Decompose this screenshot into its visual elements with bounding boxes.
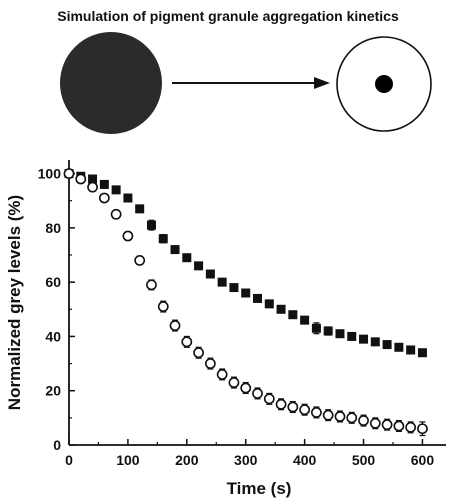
x-tick-label: 300 bbox=[234, 452, 258, 468]
data-point-circle bbox=[193, 347, 204, 359]
data-point-square bbox=[182, 253, 192, 263]
data-point-circle bbox=[358, 415, 369, 426]
data-point-circle bbox=[228, 377, 240, 388]
data-point-square bbox=[88, 174, 98, 184]
x-tick-label: 200 bbox=[175, 452, 199, 468]
data-point-square bbox=[146, 220, 156, 230]
data-point-circle bbox=[346, 412, 358, 424]
data-point-square bbox=[382, 340, 392, 350]
data-point-circle bbox=[98, 192, 110, 204]
data-point-square bbox=[335, 329, 345, 339]
y-tick-label: 60 bbox=[45, 274, 61, 290]
x-tick-label: 500 bbox=[352, 452, 376, 468]
data-point-circle bbox=[216, 369, 228, 380]
y-tick-label: 80 bbox=[45, 220, 61, 236]
data-point-circle bbox=[63, 168, 75, 179]
chart: 0 100 200 300 400 500 600 0 20 40 60 80 100 Time (s)… bbox=[5, 160, 446, 498]
data-point-square bbox=[170, 245, 180, 255]
data-point-square bbox=[323, 326, 333, 336]
x-tick-label: 600 bbox=[411, 452, 435, 468]
data-point-square bbox=[406, 345, 416, 355]
data-point-square bbox=[111, 185, 121, 195]
illustration bbox=[60, 32, 432, 134]
figure-title: Simulation of pigment granule aggregatio… bbox=[57, 8, 399, 24]
data-point-circle bbox=[393, 420, 405, 432]
chart-series bbox=[63, 168, 428, 437]
data-point-square bbox=[394, 342, 404, 352]
data-point-circle bbox=[275, 398, 287, 410]
data-point-circle bbox=[181, 336, 193, 348]
data-point-circle bbox=[311, 407, 322, 418]
data-point-square bbox=[264, 299, 274, 309]
data-point-square bbox=[241, 288, 251, 298]
y-axis-label: Normalized grey levels (%) bbox=[5, 195, 24, 410]
data-point-square bbox=[253, 293, 262, 303]
data-point-circle bbox=[252, 388, 263, 399]
data-point-square bbox=[359, 334, 369, 344]
data-point-circle bbox=[87, 181, 98, 193]
data-point-square bbox=[417, 348, 427, 358]
data-point-circle bbox=[263, 393, 275, 405]
data-point-square bbox=[276, 304, 286, 314]
series-1 bbox=[64, 169, 427, 358]
y-tick-label: 40 bbox=[45, 328, 61, 344]
data-point-square bbox=[300, 315, 310, 325]
x-tick-label: 400 bbox=[293, 452, 317, 468]
data-point-square bbox=[311, 323, 321, 333]
data-point-circle bbox=[240, 382, 252, 394]
y-tick-label: 20 bbox=[45, 383, 61, 399]
data-point-square bbox=[123, 193, 133, 203]
data-point-circle bbox=[204, 358, 216, 369]
data-point-circle bbox=[146, 279, 157, 291]
data-point-square bbox=[229, 283, 239, 293]
data-point-square bbox=[205, 269, 215, 279]
x-tick-label: 0 bbox=[65, 452, 73, 468]
data-point-square bbox=[347, 331, 357, 341]
data-point-circle bbox=[405, 421, 417, 433]
chart-axes bbox=[68, 160, 446, 446]
data-point-circle bbox=[322, 409, 334, 421]
data-point-square bbox=[288, 310, 298, 320]
data-point-circle bbox=[417, 423, 428, 435]
y-tick-label: 100 bbox=[38, 166, 62, 182]
data-point-circle bbox=[369, 417, 381, 429]
data-point-square bbox=[370, 337, 380, 347]
data-point-circle bbox=[334, 411, 346, 422]
x-tick-label: 100 bbox=[116, 452, 140, 468]
data-point-circle bbox=[110, 208, 122, 220]
data-point-circle bbox=[381, 419, 393, 431]
data-point-square bbox=[194, 261, 204, 271]
data-point-square bbox=[99, 179, 109, 189]
data-point-circle bbox=[287, 401, 299, 413]
data-point-circle bbox=[157, 301, 169, 312]
y-tick-label: 0 bbox=[53, 437, 61, 453]
aggregated-granule-cell-icon bbox=[336, 36, 432, 132]
data-point-circle bbox=[122, 230, 134, 242]
chart-ticks: 0 100 200 300 400 500 600 0 20 40 60 80 100 bbox=[38, 166, 435, 468]
data-point-square bbox=[135, 204, 145, 214]
data-point-square bbox=[158, 234, 168, 244]
data-point-circle bbox=[75, 173, 87, 185]
data-point-circle bbox=[169, 320, 181, 331]
data-point-circle bbox=[299, 404, 311, 416]
data-point-circle bbox=[134, 255, 146, 266]
right-arrow-icon bbox=[172, 77, 330, 89]
x-axis-label: Time (s) bbox=[227, 479, 292, 498]
series-2 bbox=[63, 168, 428, 437]
data-point-square bbox=[217, 277, 227, 287]
dispersed-granule-disc-icon bbox=[60, 32, 162, 134]
